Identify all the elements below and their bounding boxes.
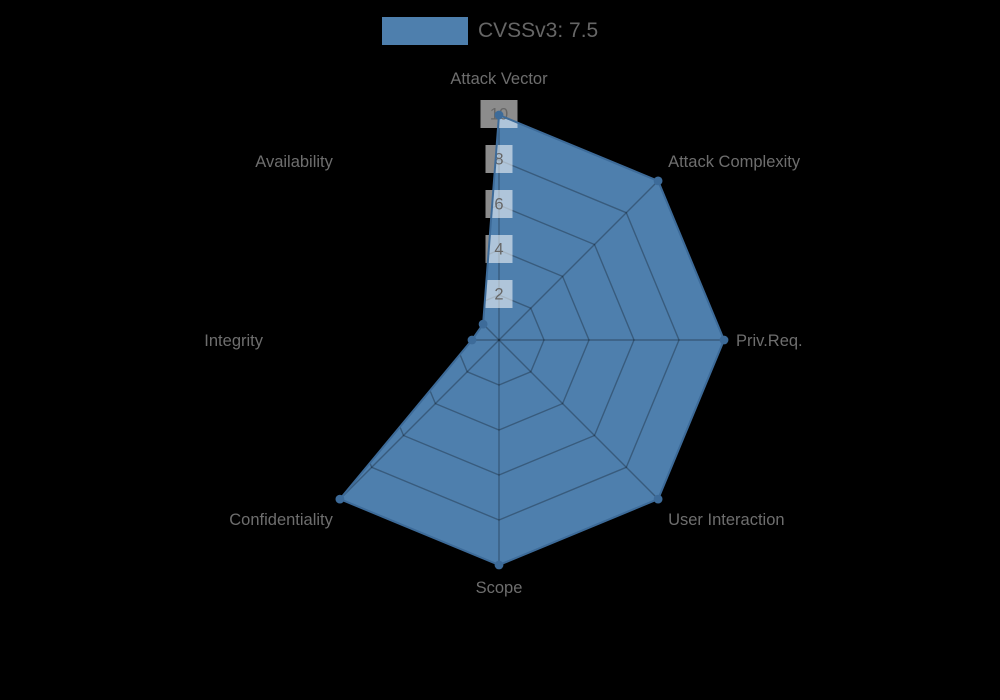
- axis-spoke-7: [339, 180, 500, 341]
- chart-legend: CVSSv3: 7.5: [382, 17, 598, 45]
- legend-swatch: [382, 17, 468, 45]
- vertex-dot-3: [653, 494, 663, 504]
- vertex-dot-4: [494, 560, 504, 570]
- tick-label-bg-2: [485, 280, 513, 308]
- axis-label-availability: Availability: [255, 153, 333, 171]
- axis-label-scope: Scope: [476, 579, 523, 597]
- tick-label-4: 4: [494, 241, 503, 259]
- tick-label-2: 2: [494, 286, 503, 304]
- axis-label-integrity: Integrity: [204, 332, 263, 350]
- axis-label-attack-vector: Attack Vector: [450, 70, 548, 88]
- axis-spoke-1: [498, 180, 659, 341]
- axis-label-priv-req: Priv.Req.: [736, 332, 803, 350]
- vertex-dot-2: [719, 335, 729, 345]
- grid-ring-2: [453, 294, 545, 386]
- tick-label-bg-8: [485, 145, 513, 173]
- vertex-dot-0: [494, 110, 504, 120]
- axis-label-confidentiality: Confidentiality: [229, 511, 333, 529]
- axis-spoke-5: [339, 339, 500, 500]
- tick-label-8: 8: [494, 151, 503, 169]
- grid-ring-6: [363, 204, 635, 476]
- vertex-dot-6: [467, 335, 477, 345]
- vertex-dot-1: [653, 176, 663, 186]
- grid-ring-8: [318, 159, 680, 521]
- vertex-dot-7: [478, 319, 488, 329]
- tick-label-bg-6: [485, 190, 513, 218]
- grid-ring-4: [408, 249, 590, 431]
- vertex-dot-5: [335, 494, 345, 504]
- tick-label-6: 6: [494, 196, 503, 214]
- axis-label-attack-complexity: Attack Complexity: [668, 153, 801, 171]
- radar-series-fill: [339, 115, 724, 565]
- legend-label: CVSSv3: 7.5: [478, 19, 599, 42]
- axis-spoke-3: [498, 339, 659, 500]
- axis-label-user-interaction: User Interaction: [668, 511, 784, 529]
